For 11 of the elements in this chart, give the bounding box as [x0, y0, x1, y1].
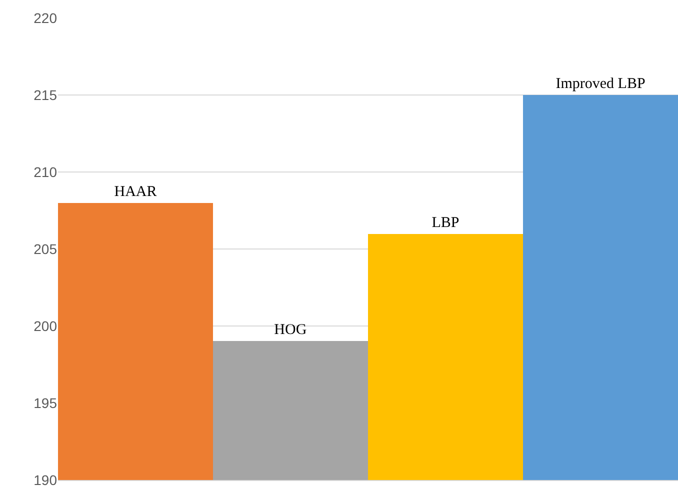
- y-tick-label: 195: [34, 394, 58, 411]
- y-tick-label: 215: [34, 86, 58, 103]
- x-tick-label: HOG: [274, 322, 307, 338]
- y-tick-label: 200: [34, 318, 58, 334]
- x-tick-label: Improved LBP: [556, 76, 646, 92]
- y-tick-label: 210: [34, 164, 58, 180]
- y-tick-label: 205: [34, 240, 58, 257]
- y-tick-label: 220: [34, 10, 58, 26]
- y-tick-label: 190: [34, 472, 58, 488]
- x-tick-label: LBP: [432, 215, 460, 231]
- x-tick-label: HAAR: [114, 184, 157, 200]
